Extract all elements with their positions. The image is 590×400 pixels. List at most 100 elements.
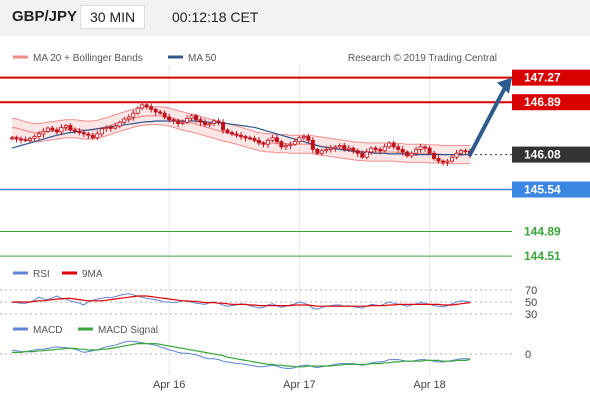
rsi-tick-70: 70 <box>525 285 537 297</box>
level-label-147.27: 147.27 <box>524 71 561 85</box>
candle-body <box>418 146 423 150</box>
candle-body <box>27 138 32 141</box>
candle-body <box>319 150 324 154</box>
candle-body <box>441 160 446 163</box>
candle-body <box>292 141 297 145</box>
candle-body <box>149 106 154 110</box>
copyright: Research © 2019 Trading Central <box>348 53 497 64</box>
candle-body <box>234 133 239 136</box>
timeframe-button[interactable]: 30 MIN <box>80 5 146 29</box>
candle-body <box>279 141 284 148</box>
candle-body <box>135 107 140 114</box>
candle-body <box>450 156 455 162</box>
rsi-9ma-line <box>12 295 471 307</box>
candle-body <box>364 151 369 158</box>
chart-canvas: Apr 16 Apr 17 Apr 18 MA 20 + Bollinger Ban… <box>0 53 590 391</box>
candle-body <box>95 133 100 139</box>
macd-panel: 0 <box>0 340 531 369</box>
candle-body <box>194 115 199 121</box>
candle-body <box>171 119 176 122</box>
candle-body <box>50 127 55 131</box>
candle-body <box>283 145 288 148</box>
candle-body <box>436 158 441 162</box>
candle-body <box>140 104 145 109</box>
candle-body <box>32 136 37 139</box>
candle-body <box>396 146 401 150</box>
candle-body <box>274 137 279 143</box>
candle-body <box>122 118 127 123</box>
candle-body <box>68 125 73 131</box>
candle-body <box>355 150 360 154</box>
candle-body <box>247 137 252 140</box>
candle-body <box>59 127 64 133</box>
x-tick-label: Apr 16 <box>153 379 185 391</box>
candle-body <box>301 136 306 139</box>
forecast-arrow-line <box>468 83 508 157</box>
candle-body <box>333 146 338 149</box>
legend-9ma: 9MA <box>82 269 103 280</box>
chart-header: GBP/JPY 30 MIN 00:12:18 CET <box>0 0 590 36</box>
candle-body <box>270 137 275 141</box>
level-label-144.51: 144.51 <box>524 249 561 263</box>
candle-body <box>14 137 19 140</box>
candle-body <box>176 120 181 124</box>
candle-body <box>328 147 333 150</box>
candle-body <box>77 130 82 134</box>
candle-body <box>391 142 396 148</box>
candle-body <box>162 112 167 118</box>
candle-body <box>225 129 230 134</box>
candle-body <box>324 149 329 152</box>
x-tick-label: Apr 18 <box>413 379 445 391</box>
candle-body <box>459 150 464 154</box>
candle-body <box>198 119 203 123</box>
candle-body <box>207 123 212 126</box>
candle-body <box>230 132 235 135</box>
candle-body <box>382 146 387 152</box>
candle-body <box>36 133 41 137</box>
candle-body <box>63 125 68 128</box>
ma50-line <box>11 120 470 156</box>
candle-body <box>108 127 113 129</box>
candle-body <box>454 152 459 158</box>
candle-body <box>342 145 347 150</box>
candle-body <box>315 149 320 154</box>
legend-macd-signal: MACD Signal <box>98 325 158 336</box>
candle-body <box>104 127 109 130</box>
price-panel: 147.27 146.89 146.08 145.54 144.89 144.51 <box>0 69 590 263</box>
macd-signal-line <box>12 343 471 368</box>
candle-body <box>252 138 257 141</box>
level-label-146.89: 146.89 <box>524 95 561 109</box>
candle-body <box>180 121 185 124</box>
rsi-tick-50: 50 <box>525 297 537 309</box>
level-tag-146.89 <box>512 94 590 111</box>
candle-body <box>310 139 315 150</box>
level-tag-147.27 <box>512 69 590 86</box>
level-label-146.08: 146.08 <box>524 148 561 162</box>
candle-body <box>216 120 221 123</box>
candle-body <box>306 136 311 141</box>
candle-body <box>23 139 28 142</box>
bollinger-lower <box>11 124 470 165</box>
x-axis: Apr 16 Apr 17 Apr 18 <box>153 66 446 391</box>
candle-body <box>423 146 428 149</box>
candle-body <box>238 134 243 137</box>
candle-body <box>405 151 410 157</box>
candle-body <box>369 147 374 153</box>
candle-body <box>409 152 414 157</box>
level-label-145.54: 145.54 <box>524 183 561 197</box>
candle-body <box>265 139 270 145</box>
candle-body <box>41 130 46 135</box>
level-tag-145.54 <box>512 181 590 198</box>
candle-body <box>117 121 122 127</box>
rsi-tick-30: 30 <box>525 309 537 321</box>
candle-body <box>126 116 131 120</box>
level-tag-146.08 <box>512 146 590 163</box>
candle-body <box>288 143 293 146</box>
candle-body <box>86 133 91 136</box>
legend-rsi: RSI <box>33 269 50 280</box>
candle-body <box>9 137 14 140</box>
candle-body <box>427 147 432 154</box>
candle-body <box>360 152 365 158</box>
candle-body <box>373 147 378 150</box>
